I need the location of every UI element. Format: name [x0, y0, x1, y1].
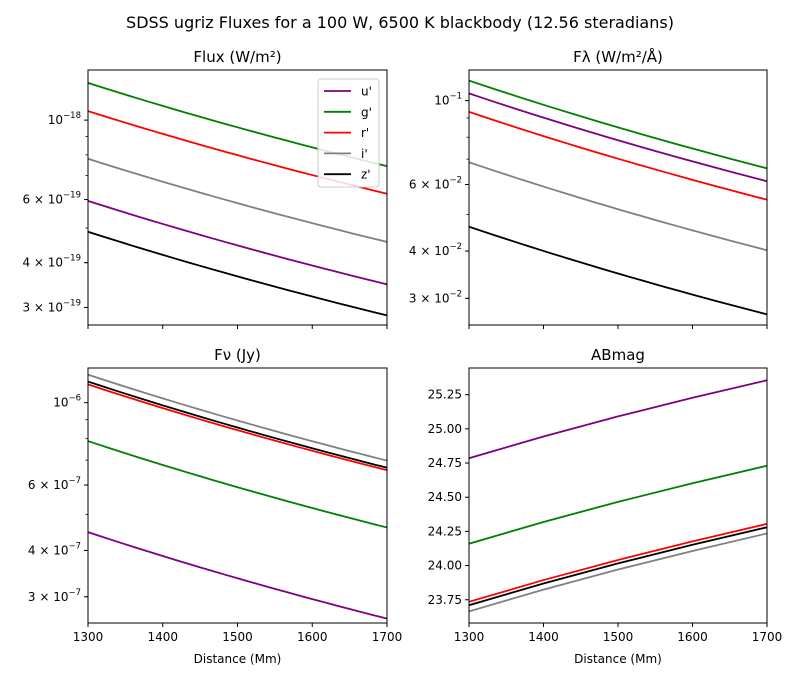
series-lines	[469, 79, 767, 316]
x-tick-label: 1500	[222, 630, 253, 644]
y-tick-label: 23.75	[428, 593, 462, 607]
series-line-g	[469, 464, 767, 545]
y-tick-label: 4 × 10−7	[28, 541, 81, 557]
legend-label-i: i'	[361, 147, 368, 161]
x-axis-label: Distance (Mm)	[574, 652, 662, 666]
panel-title: Fν (Jy)	[214, 346, 261, 364]
x-tick-label: 1400	[528, 630, 559, 644]
series-lines	[88, 373, 387, 620]
y-tick-label: 3 × 10−19	[22, 298, 81, 314]
y-tick-label: 3 × 10−7	[28, 588, 81, 604]
series-line-r	[469, 522, 767, 603]
y-tick-label: 4 × 10−2	[409, 242, 462, 258]
y-tick-label: 24.25	[428, 524, 462, 538]
series-line-r	[469, 110, 767, 201]
axes-frame	[468, 367, 768, 624]
x-tick-label: 1300	[73, 630, 104, 644]
panel-title: Fλ (W/m²/Å)	[573, 47, 663, 66]
legend-label-z: z'	[361, 168, 371, 182]
series-line-i	[88, 373, 387, 462]
x-tick-label: 1700	[372, 630, 403, 644]
series-line-g	[88, 440, 387, 529]
series-lines	[469, 379, 767, 613]
y-tick-label: 6 × 10−7	[28, 476, 81, 492]
x-tick-label: 1400	[147, 630, 178, 644]
axes-frame	[87, 367, 388, 624]
x-tick-label: 1700	[752, 630, 783, 644]
legend: u' g' r' i' z'	[317, 78, 380, 188]
panel-title: ABmag	[591, 346, 645, 364]
y-tick-label: 6 × 10−19	[22, 191, 81, 207]
chart-panel-1: Flux (W/m²) 10−18 6 × 10−19 4 × 10−19 3 × 10…	[22, 48, 388, 329]
chart-panels: Flux (W/m²) 10−18 6 × 10−19 4 × 10−19 3 × 10…	[22, 47, 782, 666]
series-line-u	[88, 531, 387, 620]
y-tick-label: 6 × 10−2	[409, 175, 462, 191]
panel-title: Flux (W/m²)	[193, 48, 281, 66]
y-tick-label: 3 × 10−2	[409, 289, 462, 305]
legend-label-g: g'	[361, 105, 372, 119]
figure-title: SDSS ugriz Fluxes for a 100 W, 6500 K bl…	[126, 13, 674, 32]
series-line-z	[88, 380, 387, 469]
y-tick-label: 25.00	[428, 422, 462, 436]
y-tick-label: 4 × 10−19	[22, 254, 81, 270]
series-line-i	[88, 157, 387, 243]
chart-panel-2: Fλ (W/m²/Å) 10−1 6 × 10−2 4 × 10−2 3 × 10−2	[409, 47, 768, 329]
y-tick-label: 10−1	[434, 92, 462, 108]
x-tick-label: 1500	[603, 630, 634, 644]
series-line-r	[88, 383, 387, 472]
chart-panel-4: ABmag 1300 1400 1500 1600 1700 Distance (Mm) 25…	[428, 346, 783, 666]
y-tick-label: 24.75	[428, 456, 462, 470]
series-line-g	[469, 79, 767, 170]
series-line-i	[469, 532, 767, 613]
series-line-z	[88, 230, 387, 317]
series-line-i	[469, 161, 767, 252]
x-tick-label: 1300	[454, 630, 485, 644]
series-line-u	[88, 200, 387, 286]
y-tick-label: 24.00	[428, 559, 462, 573]
y-tick-label: 24.50	[428, 490, 462, 504]
y-tick-label: 25.25	[428, 388, 462, 402]
legend-label-u: u'	[361, 85, 372, 99]
series-line-u	[469, 92, 767, 183]
series-line-z	[469, 526, 767, 607]
y-tick-label: 10−18	[48, 111, 81, 127]
series-line-z	[469, 225, 767, 316]
legend-label-r: r'	[361, 126, 369, 140]
y-tick-label: 10−6	[53, 394, 81, 410]
x-tick-label: 1600	[297, 630, 328, 644]
chart-panel-3: Fν (Jy) 1300 1400 1500 1600 1700 Distance (Mm)…	[28, 346, 402, 666]
x-axis-label: Distance (Mm)	[194, 652, 282, 666]
x-tick-label: 1600	[677, 630, 708, 644]
series-line-u	[469, 379, 767, 460]
